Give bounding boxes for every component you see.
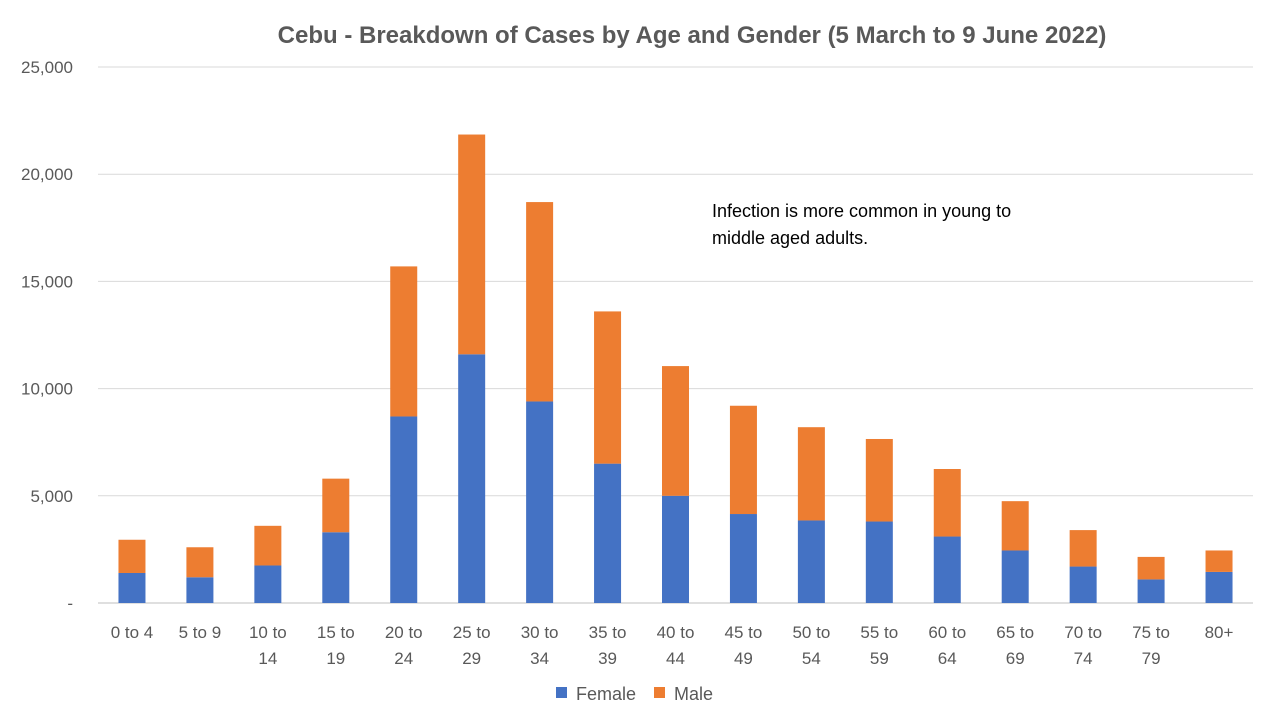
bar-female — [594, 463, 622, 603]
bar-female — [254, 565, 282, 603]
x-tick-label: 60 to 64 — [928, 623, 966, 668]
x-tick-label: 70 to 74 — [1064, 623, 1102, 668]
x-tick-label: 20 to 24 — [385, 623, 423, 668]
bar-male — [186, 547, 214, 578]
x-tick-label: 30 to 34 — [521, 623, 559, 668]
bar-female — [118, 572, 146, 603]
bar-female — [1205, 571, 1233, 603]
bar-male — [662, 366, 689, 496]
bar-female — [1069, 566, 1097, 603]
x-tick-label: 55 to 59 — [860, 623, 898, 668]
bar-female — [322, 532, 350, 603]
bar-male — [322, 478, 350, 533]
y-tick-label: 20,000 — [21, 165, 73, 184]
bar-male — [1069, 530, 1097, 567]
bar-male — [458, 134, 486, 355]
bar-male — [390, 266, 418, 417]
y-tick-label: 15,000 — [21, 272, 73, 291]
legend-swatch-female — [556, 687, 567, 698]
y-tick-label: 10,000 — [21, 380, 73, 399]
bar-male — [1137, 556, 1165, 580]
x-tick-label: 15 to 19 — [317, 623, 355, 668]
bar-male — [865, 438, 893, 522]
bar-female — [1137, 579, 1165, 603]
bar-male — [797, 427, 825, 521]
annotation-line-1: Infection is more common in young to — [712, 201, 1011, 221]
x-tick-label: 75 to 79 — [1132, 623, 1170, 668]
bar-female — [729, 514, 757, 603]
legend-swatch-male — [654, 687, 665, 698]
bar-female — [933, 536, 961, 603]
x-tick-label: 10 to 14 — [249, 623, 287, 668]
legend-label-male: Male — [674, 684, 713, 704]
legend-label-female: Female — [576, 684, 636, 704]
bar-male — [118, 539, 146, 573]
bar-male — [729, 405, 757, 515]
x-tick-label: 35 to 39 — [589, 623, 627, 668]
x-tick-label: 45 to 49 — [725, 623, 763, 668]
bar-female — [1001, 550, 1029, 603]
bar-female — [186, 577, 214, 603]
bar-female — [662, 495, 689, 603]
x-tick-label: 25 to 29 — [453, 623, 491, 668]
bar-male — [1001, 501, 1029, 551]
y-tick-label: 5,000 — [30, 487, 73, 506]
legend: Female Male — [556, 684, 713, 704]
x-axis-ticks: 0 to 4 5 to 9 10 to 14 15 to 19 20 to 24 25 to 29… — [111, 623, 1234, 668]
y-axis-ticks: - 5,000 10,000 15,000 20,000 25,000 — [21, 58, 73, 613]
y-tick-label: 25,000 — [21, 58, 73, 77]
bar-male — [594, 311, 622, 464]
bar-male — [526, 202, 554, 402]
bar-female — [797, 520, 825, 603]
x-tick-label: 5 to 9 — [179, 623, 222, 642]
bar-male — [1205, 550, 1233, 572]
x-tick-label: 0 to 4 — [111, 623, 154, 642]
bar-female — [865, 521, 893, 603]
chart-title: Cebu - Breakdown of Cases by Age and Gen… — [278, 22, 1107, 49]
annotation-line-2: middle aged adults. — [712, 228, 868, 248]
y-tick-label: - — [67, 594, 73, 613]
bar-female — [390, 416, 418, 603]
x-tick-label: 80+ — [1205, 623, 1234, 642]
bar-male — [933, 469, 961, 537]
bar-male — [254, 525, 282, 566]
bars — [118, 134, 1233, 603]
x-tick-label: 65 to 69 — [996, 623, 1034, 668]
bar-female — [526, 401, 554, 603]
x-tick-label: 40 to 44 — [657, 623, 695, 668]
bar-female — [458, 354, 486, 603]
x-tick-label: 50 to 54 — [792, 623, 830, 668]
